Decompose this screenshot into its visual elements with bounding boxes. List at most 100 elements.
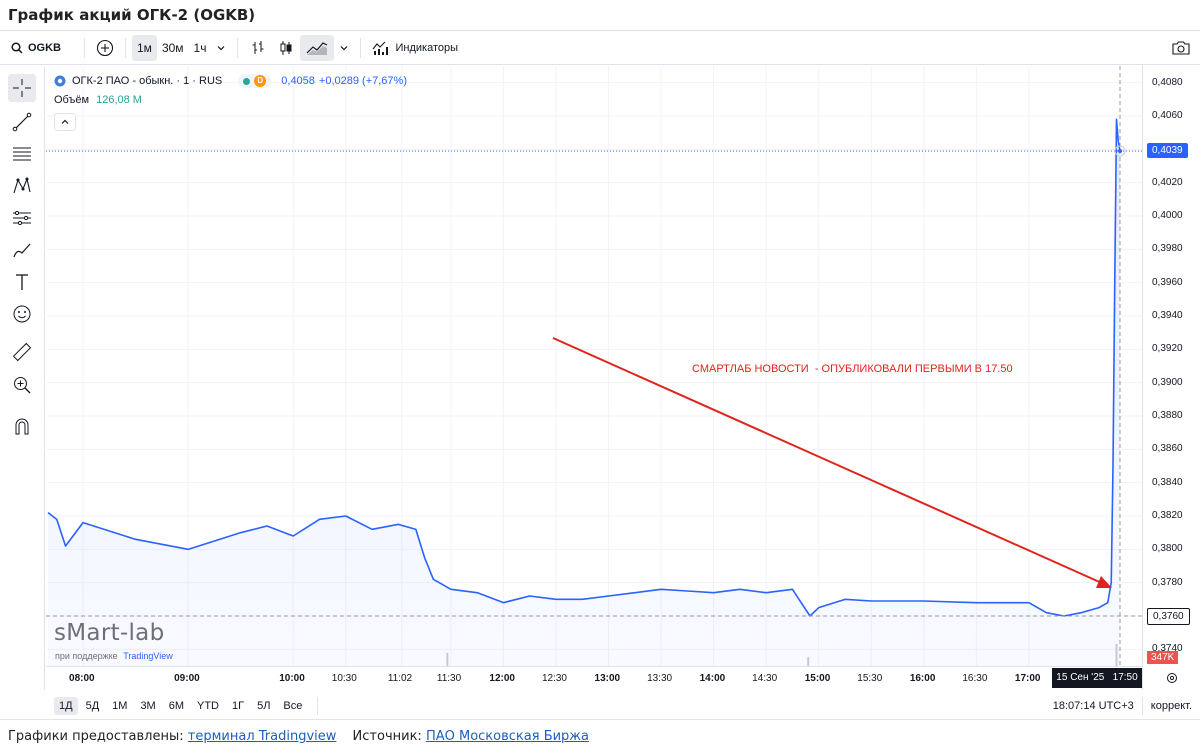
price-tick-label: 0,3820 [1152, 510, 1183, 521]
range-button-8[interactable]: Все [283, 700, 303, 712]
price-tick-label: 0,4080 [1152, 76, 1183, 88]
prediction-tool[interactable] [8, 204, 36, 232]
bars-style-button[interactable] [244, 35, 272, 61]
range-divider [1141, 697, 1143, 715]
sliders-icon [13, 210, 31, 226]
tradingview-terminal-link[interactable]: терминал Tradingview [187, 729, 337, 744]
volume-legend: Объём 126,08 М [54, 94, 142, 106]
volume-value: 126,08 М [96, 94, 142, 106]
trend-line-icon [12, 112, 32, 132]
instrument-title[interactable]: ОГК-2 ПАО - обыкн. · 1 · RUS [72, 75, 223, 87]
price-axis[interactable]: 0,40800,40600,40400,40200,40000,39800,39… [1142, 66, 1200, 690]
price-tick-label: 0,3920 [1152, 343, 1183, 355]
camera-icon [1172, 41, 1190, 55]
top-toolbar: OGKB 1м 30м 1ч Индикаторы [0, 32, 1200, 65]
time-tick-label: 17:00 [1014, 673, 1041, 684]
snapshot-button[interactable] [1166, 35, 1196, 61]
tradingview-credit: при поддержке TradingView [55, 651, 173, 661]
price-tick-label: 0,3960 [1152, 276, 1183, 288]
news-annotation: СМАРТЛАБ НОВОСТИ - ОПУБЛИКОВАЛИ ПЕРВЫМИ … [692, 363, 1013, 375]
chart-type-dropdown[interactable] [334, 35, 354, 61]
indicators-button[interactable]: Индикаторы [367, 35, 463, 61]
adjust-toggle[interactable]: коррект. [1150, 700, 1192, 712]
ruler-icon [12, 342, 32, 362]
time-tick-label: 13:00 [594, 673, 621, 684]
compare-button[interactable] [91, 35, 119, 61]
fib-tool[interactable] [8, 140, 36, 168]
measure-tool[interactable] [8, 338, 36, 366]
interval-1h[interactable]: 1ч [193, 41, 207, 55]
interval-dropdown[interactable] [211, 35, 231, 61]
delay-badge: D [254, 75, 267, 87]
price-chart[interactable] [46, 66, 1142, 666]
chevron-up-icon [61, 119, 69, 124]
time-tick-label: 15:30 [857, 673, 883, 684]
chevron-down-icon [341, 46, 348, 51]
time-tick-label: 16:30 [962, 673, 988, 684]
price-tick-label: 0,4000 [1152, 210, 1183, 221]
red-arrow-head [1096, 576, 1112, 588]
red-arrow [552, 337, 1105, 585]
time-tick-label: 10:30 [331, 673, 357, 684]
time-tick-label: 14:30 [752, 673, 778, 684]
price-line [47, 118, 1121, 617]
brush-tool[interactable] [8, 236, 36, 264]
time-axis[interactable]: 08:00 09:00 10:00 10:30 11:02 11:30 12:00 12:30… [46, 666, 1142, 690]
range-button-2[interactable]: 1М [112, 700, 128, 712]
volume-label: Объём [54, 94, 90, 106]
toolbar-divider [360, 38, 362, 58]
range-button-7[interactable]: 5Л [257, 700, 271, 712]
symbol-label: OGKB [28, 42, 61, 54]
text-tool[interactable] [8, 268, 36, 296]
price-tick-label: 0,3800 [1152, 543, 1183, 555]
plus-circle-icon [96, 39, 114, 57]
zoom-tool[interactable] [8, 371, 36, 399]
chevron-down-icon [218, 46, 225, 51]
range-button-0[interactable]: 1Д [54, 697, 78, 715]
clock[interactable]: 18:07:14 UTC+3 [1052, 700, 1134, 712]
drawing-toolbar [0, 66, 45, 690]
market-status-badge: D [238, 74, 272, 88]
range-button-3[interactable]: 3М [140, 700, 156, 712]
emoji-tool[interactable] [8, 300, 36, 328]
range-button-1[interactable]: 5Д [85, 700, 100, 712]
indicators-icon [373, 41, 389, 55]
moex-link[interactable]: ПАО Московская Биржа [425, 729, 589, 744]
time-tick-label: 11:02 [387, 673, 413, 684]
range-button-4[interactable]: 6М [168, 700, 184, 712]
smiley-icon [13, 305, 31, 323]
area-chart-icon [307, 42, 328, 55]
magnet-tool[interactable] [8, 413, 36, 441]
crosshair-time-label: 15 Сен '25 17:50 [1052, 668, 1142, 688]
time-tick-label: 15:00 [804, 673, 831, 684]
trend-line-tool[interactable] [8, 108, 36, 136]
time-tick-label: 12:30 [541, 673, 567, 684]
interval-1m[interactable]: 1м [132, 35, 157, 61]
price-tick-label: 0,4060 [1152, 110, 1183, 121]
range-button-6[interactable]: 1Г [232, 700, 245, 712]
indicators-label: Индикаторы [395, 42, 459, 54]
crosshair-tool[interactable] [8, 74, 36, 102]
price-tick-label: 0,3860 [1152, 443, 1183, 455]
area-style-button[interactable] [300, 35, 335, 61]
range-button-5[interactable]: YTD [197, 700, 219, 712]
zoom-in-icon [14, 377, 31, 394]
time-tick-label: 13:30 [647, 673, 673, 684]
current-price-tag: 0,4039 [1147, 143, 1188, 158]
footer-prefix: Графики предоставлены: [8, 729, 184, 744]
toolbar-divider [125, 38, 126, 58]
price-tick-label: 0,4020 [1152, 176, 1183, 188]
last-price: 0,4058 [281, 75, 315, 87]
price-tick-label: 0,3940 [1152, 310, 1183, 321]
axis-settings-button[interactable] [1160, 668, 1184, 688]
pattern-icon [13, 177, 31, 194]
pattern-tool[interactable] [8, 172, 36, 200]
price-tick-label: 0,3900 [1152, 376, 1183, 388]
interval-30m[interactable]: 30м [161, 41, 184, 55]
collapse-legend-button[interactable] [54, 113, 76, 131]
candles-icon [280, 41, 292, 55]
candles-style-button[interactable] [272, 35, 300, 61]
range-buttons: 1Д 5Д 1М 3М 6М YTD 1Г 5Л Все [54, 697, 307, 715]
symbol-search[interactable]: OGKB [6, 35, 66, 61]
text-icon [16, 274, 28, 290]
